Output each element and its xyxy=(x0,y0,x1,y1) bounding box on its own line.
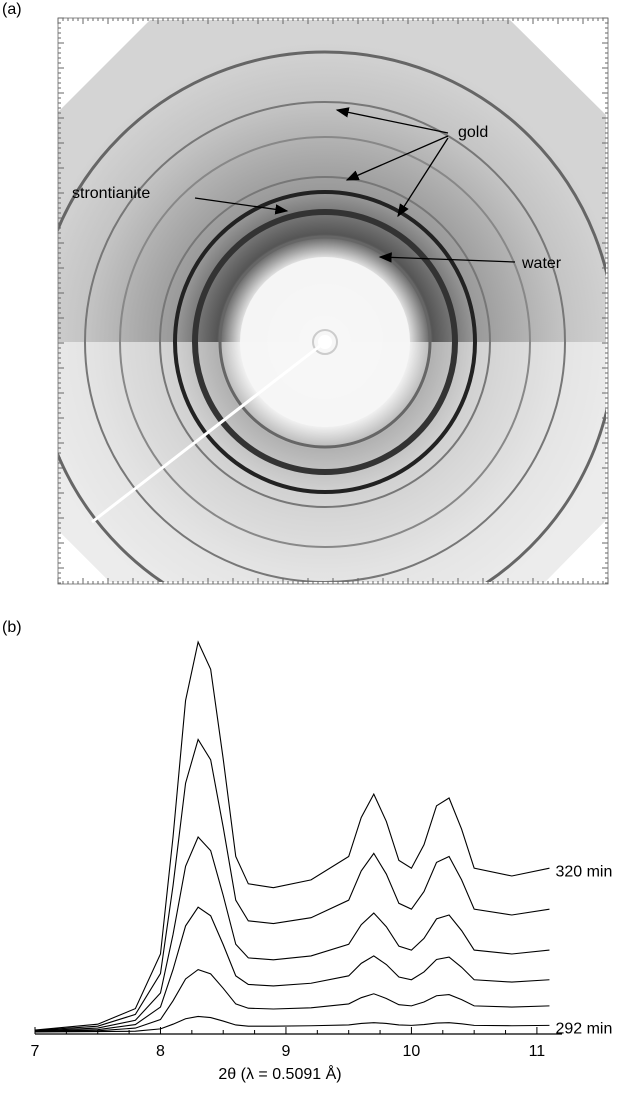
x-tick-label: 8 xyxy=(156,1043,165,1060)
series-line xyxy=(34,738,550,1031)
series-line xyxy=(34,906,550,1032)
annotation: strontianite xyxy=(72,185,150,202)
series-line xyxy=(34,968,550,1033)
annotation: gold xyxy=(458,124,488,141)
panel-label: (b) xyxy=(2,619,22,636)
series-label: 292 min xyxy=(555,1021,612,1038)
x-tick-label: 7 xyxy=(31,1043,40,1060)
x-tick-label: 10 xyxy=(403,1043,421,1060)
diffraction-image xyxy=(58,20,606,582)
annotation: water xyxy=(521,255,562,272)
x-tick-label: 9 xyxy=(281,1043,290,1060)
x-axis-label: 2θ (λ = 0.5091 Å) xyxy=(218,1064,341,1083)
series-line xyxy=(34,640,550,1031)
panel-label: (a) xyxy=(2,1,22,18)
series-line xyxy=(34,1015,550,1033)
series-line xyxy=(34,836,550,1032)
x-tick-label: 11 xyxy=(529,1043,546,1060)
series-label: 320 min xyxy=(555,863,612,880)
